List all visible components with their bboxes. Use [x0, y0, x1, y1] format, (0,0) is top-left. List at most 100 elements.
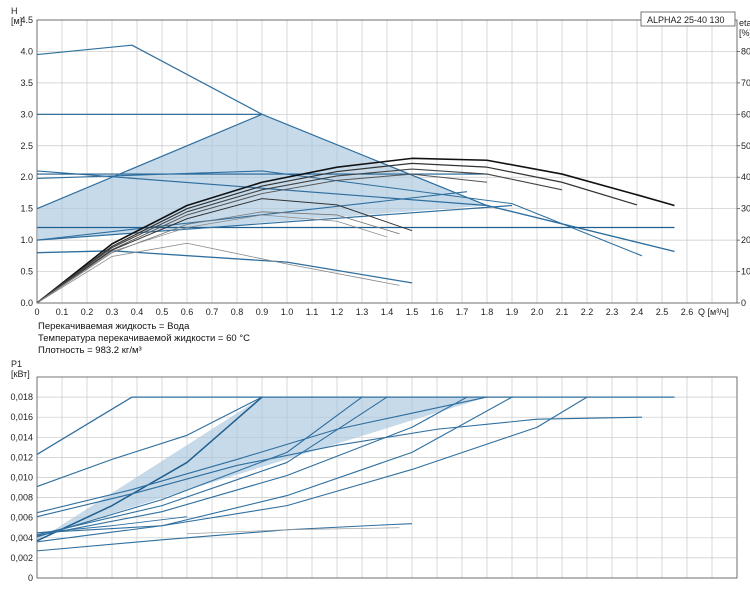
curve-10	[36, 396, 488, 514]
plot-frame	[36, 376, 738, 579]
head-plot: 0.0 0.5 1.0 1.5 2.0 2.5 3.0 3.5 4.0 4.5H[м] 0 0.1 0.…	[11, 6, 750, 317]
x-tick-label: 2.0	[531, 307, 544, 317]
y-tick-label: 0,002	[10, 553, 33, 563]
y2-axis-label: [%]	[739, 28, 750, 38]
x-tick-label: 0	[34, 307, 39, 317]
x-tick-label: 1.3	[356, 307, 369, 317]
y-tick-label: 0,018	[10, 392, 33, 402]
curve-3	[36, 170, 675, 253]
x-tick-label: 2.6	[681, 307, 694, 317]
x-tick-label: 1.1	[306, 307, 319, 317]
x-tick-label: 2.2	[581, 307, 594, 317]
y-tick-label: 0,006	[10, 513, 33, 523]
y-tick-label: 0,008	[10, 493, 33, 503]
y2-tick-label: 60	[741, 109, 750, 119]
power-plot: 0 0,002 0,004 0,006 0,008 0,010 0,012 0,014 0,01…	[10, 359, 738, 583]
y-axis-label: [м]	[11, 16, 22, 26]
y-tick-label: 0	[28, 573, 33, 583]
y-tick-label: 0,014	[10, 432, 33, 442]
x-tick-label: 1.9	[506, 307, 519, 317]
x-tick-label: 1.5	[406, 307, 419, 317]
y-tick-label: 4.5	[20, 15, 33, 25]
x-tick-label: 2.1	[556, 307, 569, 317]
y2-tick-label: 50	[741, 141, 750, 151]
y-tick-label: 2.5	[20, 141, 33, 151]
x-tick-label: 0.2	[81, 307, 94, 317]
curve-12	[186, 527, 400, 535]
curve-11	[36, 157, 675, 304]
curve-9	[36, 250, 413, 284]
x-tick-label: 1.8	[481, 307, 494, 317]
y-tick-label: 3.5	[20, 78, 33, 88]
curve-12	[36, 162, 638, 304]
temperature-note: Температура перекачиваемой жидкости = 60…	[38, 333, 250, 344]
operating-area	[37, 397, 487, 541]
curve-16	[36, 211, 400, 304]
y-tick-label: 1.0	[20, 235, 33, 245]
curve-13	[36, 516, 188, 534]
y-axis-label: [кВт]	[11, 369, 30, 379]
curve-18	[36, 242, 400, 304]
x-tick-label: 1.4	[381, 307, 394, 317]
curve-1	[36, 396, 675, 455]
x-tick-label: 0.4	[131, 307, 144, 317]
y-tick-label: 0.0	[20, 298, 33, 308]
y2-tick-label: 40	[741, 172, 750, 182]
x-tick-label: 0.8	[231, 307, 244, 317]
x-axis-label: Q [м³/ч]	[698, 307, 729, 317]
curve-8	[36, 191, 468, 241]
model-label-frame	[640, 11, 736, 27]
curve-15	[36, 198, 413, 304]
y2-tick-label: 0	[741, 298, 746, 308]
y2-tick-label: 10	[741, 267, 750, 277]
x-tick-label: 1.6	[431, 307, 444, 317]
x-tick-label: 1.2	[331, 307, 344, 317]
y2-axis-label: eta	[739, 18, 750, 28]
x-tick-label: 0.9	[256, 307, 269, 317]
x-tick-label: 1.7	[456, 307, 469, 317]
y-tick-label: 0,004	[10, 533, 33, 543]
curve-10	[36, 170, 643, 257]
curve-2	[36, 396, 263, 488]
curve-17	[36, 214, 388, 304]
curve-13	[36, 168, 563, 304]
x-tick-label: 2.5	[656, 307, 669, 317]
plot-frame	[36, 19, 738, 304]
curve-7	[36, 204, 513, 241]
curve-6	[36, 396, 468, 537]
fluid-note: Перекачиваемая жидкость = Вода	[38, 321, 190, 332]
operating-area	[37, 114, 487, 241]
curve-7	[36, 396, 513, 543]
x-tick-label: 2.4	[631, 307, 644, 317]
y-axis-label: H	[11, 6, 18, 16]
y2-tick-label: 20	[741, 235, 750, 245]
x-tick-label: 0.6	[181, 307, 194, 317]
curve-14	[36, 173, 488, 304]
curve-5	[36, 113, 263, 210]
y-tick-label: 2.0	[20, 172, 33, 182]
y-tick-label: 0.5	[20, 267, 33, 277]
model-label: ALPHA2 25-40 130	[647, 15, 725, 25]
y-tick-label: 0,016	[10, 412, 33, 422]
y-tick-label: 0,010	[10, 473, 33, 483]
curve-4	[36, 396, 363, 538]
y-tick-label: 1.5	[20, 204, 33, 214]
x-tick-label: 0.1	[56, 307, 69, 317]
x-tick-label: 0.7	[206, 307, 219, 317]
y-axis-label: P1	[11, 359, 22, 369]
x-tick-label: 0.5	[156, 307, 169, 317]
x-tick-label: 1.0	[281, 307, 294, 317]
curve-8	[36, 396, 588, 534]
y-tick-label: 4.0	[20, 46, 33, 56]
x-tick-label: 2.3	[606, 307, 619, 317]
y-tick-label: 3.0	[20, 109, 33, 119]
model-label-box: ALPHA2 25-40 130	[640, 11, 736, 27]
y2-tick-label: 70	[741, 78, 750, 88]
x-tick-label: 0.3	[106, 307, 119, 317]
curve-9	[36, 416, 643, 518]
y2-tick-label: 80	[741, 46, 750, 56]
y-tick-label: 0,012	[10, 452, 33, 462]
density-note: Плотность = 983.2 кг/м³	[38, 345, 142, 356]
y2-tick-label: 30	[741, 204, 750, 214]
